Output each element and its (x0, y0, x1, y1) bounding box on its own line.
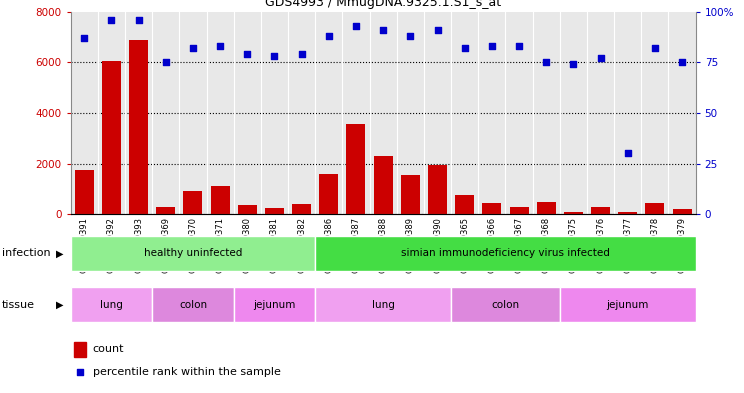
Text: simian immunodeficiency virus infected: simian immunodeficiency virus infected (401, 248, 610, 259)
Title: GDS4993 / MmugDNA.9325.1.S1_s_at: GDS4993 / MmugDNA.9325.1.S1_s_at (265, 0, 501, 9)
Point (241, 51, 253, 57)
Bar (265, 208, 284, 214)
Point (295, 51, 307, 57)
Bar (428, 165, 447, 214)
Bar (102, 61, 121, 214)
Point (74, 369, 86, 376)
Point (513, 43, 525, 50)
Bar (71, 287, 153, 322)
Point (405, 33, 417, 39)
Text: colon: colon (179, 299, 207, 310)
Point (459, 45, 471, 51)
Point (594, 55, 606, 61)
Bar (153, 287, 234, 322)
Bar (129, 40, 148, 214)
Point (132, 17, 144, 23)
Point (78, 35, 90, 41)
Bar (564, 212, 583, 214)
Bar (591, 207, 610, 214)
Point (568, 61, 580, 68)
Bar (455, 195, 474, 214)
Bar (482, 203, 501, 214)
Bar (645, 203, 664, 214)
Bar (451, 287, 559, 322)
Bar (74, 342, 86, 357)
Text: lung: lung (100, 299, 123, 310)
Text: tissue: tissue (2, 299, 35, 310)
Text: ▶: ▶ (56, 299, 63, 310)
Point (187, 45, 199, 51)
Point (160, 59, 172, 66)
Text: percentile rank within the sample: percentile rank within the sample (92, 367, 280, 377)
Bar (238, 205, 257, 214)
Bar (510, 207, 528, 214)
Point (269, 53, 280, 59)
Bar (234, 287, 315, 322)
Point (540, 59, 552, 66)
Bar (71, 236, 315, 271)
Text: count: count (92, 344, 124, 354)
Point (676, 59, 688, 66)
Bar (315, 287, 451, 322)
Bar (559, 287, 696, 322)
Text: infection: infection (2, 248, 51, 259)
Point (649, 45, 661, 51)
Text: lung: lung (372, 299, 394, 310)
Text: colon: colon (491, 299, 519, 310)
Point (432, 27, 443, 33)
Bar (211, 186, 230, 214)
Bar (74, 170, 94, 214)
Point (323, 33, 335, 39)
Bar (618, 212, 637, 214)
Bar (184, 191, 202, 214)
Text: jejunum: jejunum (606, 299, 649, 310)
Bar (156, 207, 176, 214)
Point (377, 27, 389, 33)
Text: healthy uninfected: healthy uninfected (144, 248, 242, 259)
Text: ▶: ▶ (56, 248, 63, 259)
Point (486, 43, 498, 50)
Bar (673, 209, 692, 214)
Bar (292, 204, 311, 214)
Point (214, 43, 226, 50)
Bar (319, 174, 339, 214)
Point (106, 17, 118, 23)
Bar (315, 236, 696, 271)
Bar (347, 124, 365, 214)
Point (622, 150, 634, 156)
Point (350, 23, 362, 29)
Bar (373, 156, 393, 214)
Bar (401, 175, 420, 214)
Bar (536, 202, 556, 214)
Text: jejunum: jejunum (253, 299, 295, 310)
